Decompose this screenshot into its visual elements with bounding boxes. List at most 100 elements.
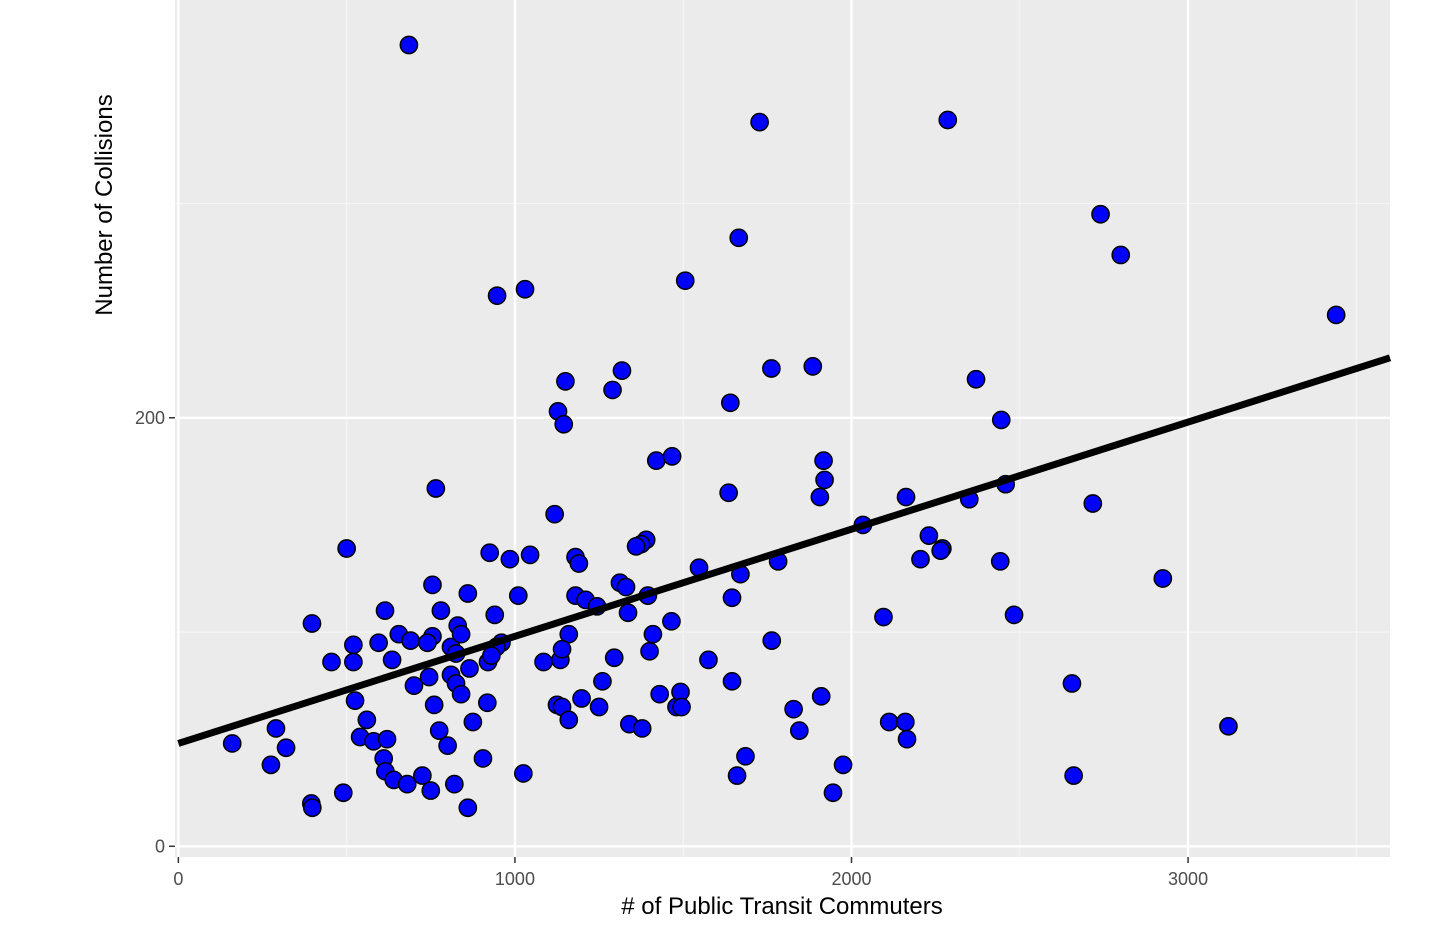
- data-point: [911, 549, 930, 569]
- data-point: [451, 684, 471, 704]
- data-point: [485, 605, 505, 625]
- data-points: [222, 35, 1346, 818]
- data-point: [344, 635, 363, 655]
- data-point: [423, 575, 442, 595]
- data-point: [222, 734, 242, 753]
- data-point: [276, 738, 296, 758]
- data-point: [438, 736, 457, 755]
- data-point: [375, 601, 395, 620]
- data-point: [589, 697, 609, 717]
- data-point: [460, 659, 479, 678]
- data-point: [675, 271, 695, 291]
- data-point: [762, 359, 781, 378]
- data-point: [418, 633, 437, 653]
- data-point: [322, 652, 341, 672]
- data-point: [750, 112, 769, 132]
- data-point: [369, 633, 388, 653]
- data-point: [477, 693, 497, 713]
- data-point: [404, 676, 424, 695]
- data-point: [554, 414, 574, 434]
- data-point: [500, 549, 520, 569]
- x-axis-title: # of Public Transit Commuters: [621, 893, 942, 920]
- data-point: [966, 369, 986, 389]
- data-point: [784, 699, 803, 719]
- data-point: [458, 798, 478, 818]
- data-point: [719, 483, 738, 503]
- data-point: [811, 686, 831, 706]
- data-point: [938, 110, 958, 130]
- data-point: [377, 729, 397, 749]
- data-point: [345, 691, 365, 710]
- x-tick-label: 3000: [1168, 869, 1208, 889]
- data-point: [662, 611, 681, 631]
- data-point: [897, 729, 917, 749]
- data-point: [1219, 716, 1238, 736]
- data-point: [419, 667, 439, 687]
- data-point: [572, 689, 591, 708]
- data-point: [1064, 766, 1083, 785]
- data-point: [643, 624, 663, 644]
- data-point: [990, 551, 1010, 571]
- data-point: [720, 393, 740, 413]
- data-point: [426, 479, 446, 498]
- data-point: [569, 554, 589, 573]
- data-point: [382, 650, 402, 670]
- data-point: [261, 755, 281, 775]
- data-point: [333, 783, 353, 803]
- data-point: [603, 380, 622, 400]
- data-point: [789, 721, 809, 740]
- data-point: [431, 601, 451, 620]
- data-point: [662, 447, 682, 466]
- data-point: [604, 648, 624, 668]
- data-point: [513, 764, 533, 783]
- data-point: [646, 451, 666, 470]
- data-point: [552, 639, 572, 659]
- data-point: [397, 774, 417, 794]
- data-point: [337, 539, 356, 558]
- data-point: [302, 798, 322, 818]
- data-point: [593, 671, 612, 691]
- y-axis-ticks: 0 200: [135, 408, 175, 856]
- data-point: [931, 541, 951, 560]
- data-point: [520, 545, 540, 565]
- data-point: [815, 470, 834, 490]
- data-point: [421, 781, 441, 800]
- data-point: [823, 783, 843, 803]
- data-point: [458, 584, 478, 603]
- data-point: [729, 228, 749, 248]
- data-point: [344, 652, 363, 672]
- data-point: [632, 719, 652, 738]
- data-point: [640, 641, 659, 661]
- data-point: [482, 646, 501, 665]
- data-point: [1004, 605, 1024, 625]
- data-point: [1326, 305, 1346, 325]
- data-point: [399, 35, 419, 55]
- x-tick-label: 2000: [831, 869, 871, 889]
- data-point: [803, 357, 823, 376]
- data-point: [618, 603, 638, 623]
- data-point: [722, 671, 742, 691]
- trend-line: [177, 354, 1392, 747]
- data-point: [650, 684, 670, 704]
- y-axis-title: Number of Collisions: [91, 94, 118, 315]
- data-point: [559, 710, 579, 730]
- data-point: [616, 577, 636, 597]
- data-point: [991, 410, 1011, 430]
- x-tick-label: 0: [173, 869, 183, 889]
- data-point: [556, 372, 575, 391]
- data-point: [699, 650, 718, 670]
- x-axis-ticks: 0 1000 2000 3000: [173, 857, 1208, 889]
- data-point: [401, 631, 420, 650]
- data-point: [545, 504, 564, 524]
- data-point: [672, 697, 691, 717]
- data-point: [515, 279, 535, 299]
- data-point: [480, 543, 500, 563]
- data-point: [487, 286, 507, 306]
- data-point: [534, 652, 553, 672]
- y-tick-label: 200: [135, 408, 165, 428]
- y-tick-label: 0: [155, 836, 165, 856]
- data-point: [473, 749, 493, 768]
- data-point: [1091, 204, 1110, 224]
- data-point: [413, 766, 432, 785]
